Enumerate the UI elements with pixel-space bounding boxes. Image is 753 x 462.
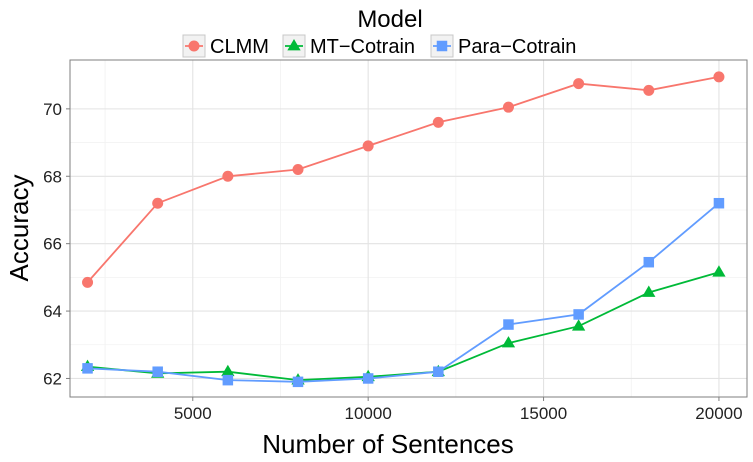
- grid-minor: [70, 60, 747, 397]
- plot-border: [69, 59, 748, 398]
- data-point-mt-cotrain: [712, 265, 726, 277]
- grid-major: [70, 60, 747, 397]
- y-tick-label: 66: [43, 235, 62, 254]
- x-tick-label: 5000: [174, 404, 212, 423]
- y-axis-title: Accuracy: [4, 175, 34, 282]
- data-point-clmm: [152, 197, 164, 209]
- y-tick-label: 64: [43, 302, 62, 321]
- data-point-clmm: [573, 78, 585, 90]
- data-point-mt-cotrain: [642, 285, 656, 297]
- x-axis-title: Number of Sentences: [262, 429, 513, 459]
- data-point-para-cotrain: [152, 366, 163, 377]
- data-point-mt-cotrain: [221, 364, 235, 377]
- legend-label: MT−Cotrain: [310, 36, 415, 58]
- data-point-para-cotrain: [713, 197, 725, 209]
- y-tick-label: 62: [43, 369, 62, 388]
- legend: Model CLMM MT−Cotrain Para−Cotrain: [182, 6, 576, 58]
- series-para-cotrain: [82, 197, 725, 388]
- data-point-clmm: [713, 71, 725, 83]
- data-point-mt-cotrain: [571, 319, 586, 331]
- legend-key-marker: [436, 40, 448, 52]
- legend-key-marker: [287, 39, 301, 51]
- legend-item-para-cotrain: Para−Cotrain: [430, 34, 576, 58]
- data-point-para-cotrain: [362, 373, 374, 384]
- x-tick-label: 15000: [520, 404, 567, 423]
- series-clmm: [82, 71, 725, 288]
- data-point-para-cotrain: [82, 363, 93, 374]
- data-point-para-cotrain: [503, 319, 514, 330]
- data-point-clmm: [222, 170, 234, 182]
- data-point-para-cotrain: [292, 376, 304, 388]
- data-point-clmm: [432, 116, 444, 128]
- y-tick-label: 68: [43, 167, 62, 186]
- data-point-mt-cotrain: [501, 336, 516, 348]
- series-line-para-cotrain: [87, 202, 720, 383]
- data-point-clmm: [502, 101, 514, 113]
- plot-panel: [69, 59, 748, 398]
- series-layer: [80, 71, 726, 388]
- y-axis: 62 64 66 68 70: [43, 100, 70, 388]
- legend-title: Model: [357, 6, 422, 33]
- legend-item-clmm: CLMM: [182, 34, 269, 58]
- legend-items: CLMM MT−Cotrain Para−Cotrain: [182, 34, 576, 58]
- data-point-para-cotrain: [222, 374, 234, 386]
- data-point-clmm: [292, 164, 304, 176]
- data-point-para-cotrain: [573, 309, 584, 320]
- data-point-clmm: [362, 140, 374, 152]
- data-point-clmm: [643, 84, 655, 96]
- x-tick-label: 10000: [345, 404, 392, 423]
- data-point-clmm: [82, 276, 94, 288]
- x-tick-label: 20000: [695, 404, 742, 423]
- legend-label: Para−Cotrain: [458, 36, 576, 58]
- legend-key-marker: [188, 40, 200, 52]
- series-line-clmm: [86, 76, 720, 283]
- data-point-para-cotrain: [433, 366, 444, 377]
- data-point-para-cotrain: [643, 256, 655, 268]
- legend-item-mt-cotrain: MT−Cotrain: [282, 34, 415, 58]
- x-axis: 5000 10000 15000 20000: [174, 397, 743, 423]
- y-tick-label: 70: [43, 100, 62, 119]
- legend-label: CLMM: [210, 36, 269, 58]
